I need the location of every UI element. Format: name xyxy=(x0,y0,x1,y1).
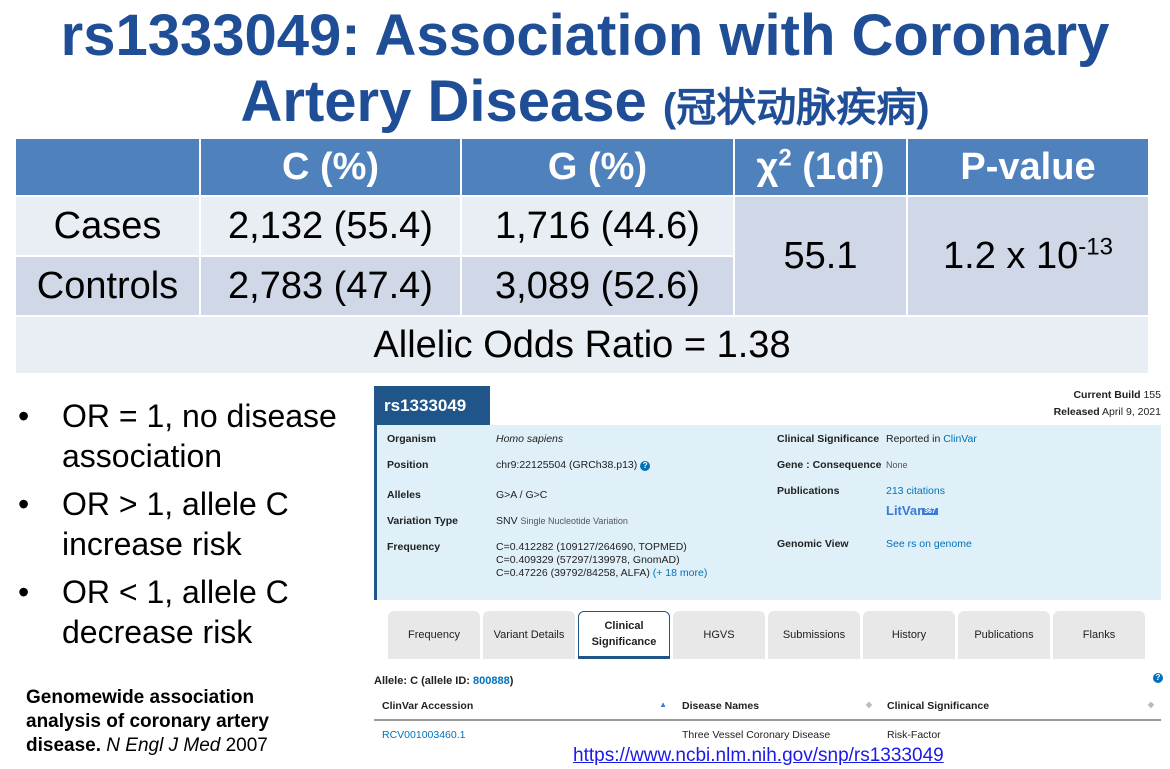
build-info: Current Build 155 Released April 9, 2021 xyxy=(1053,389,1161,418)
rsid-badge: rs1333049 xyxy=(374,386,490,425)
disease-name: Three Vessel Coronary Disease xyxy=(682,729,831,741)
bullet-dot-icon: • xyxy=(18,398,30,434)
bullet-dot-icon: • xyxy=(18,486,30,522)
tab-variant-details[interactable]: Variant Details xyxy=(483,611,575,659)
accession-link[interactable]: RCV001003460.1 xyxy=(382,729,466,741)
title-line-1: rs1333049: Association with Coronary xyxy=(60,3,1110,68)
cell-cases-g: 1,716 (44.6) xyxy=(460,195,735,257)
tab-frequency[interactable]: Frequency xyxy=(388,611,480,659)
frequency-values: C=0.412282 (109127/264690, TOPMED) C=0.4… xyxy=(496,541,708,579)
genome-view-link[interactable]: See rs on genome xyxy=(886,538,972,550)
litvar-logo[interactable]: LitVar 367 xyxy=(886,503,938,518)
header-empty xyxy=(14,137,201,197)
allele-heading: Allele: C (allele ID: 800888) xyxy=(374,675,514,687)
frequency-label: Frequency xyxy=(387,541,441,553)
summary-panel: Organism Homo sapiens Position chr9:2212… xyxy=(374,425,1161,600)
bullet-list: • OR = 1, no disease association • OR > 1,… xyxy=(18,396,358,660)
help-icon[interactable]: ? xyxy=(640,461,651,471)
citations-link[interactable]: 213 citations xyxy=(886,485,945,497)
reference-citation: Genomewide association analysis of coron… xyxy=(26,686,326,758)
significance-value: Risk-Factor xyxy=(887,729,941,741)
tab-clinical-significance[interactable]: Clinical Significance xyxy=(578,611,670,659)
cell-pvalue: 1.2 x 10-13 xyxy=(906,195,1150,317)
clinical-significance-value: Reported in ClinVar xyxy=(886,433,977,445)
row-label-cases: Cases xyxy=(14,195,201,257)
title-line-2-cn: (冠状动脉疾病) xyxy=(662,86,930,130)
reference-year: 2007 xyxy=(225,735,268,756)
cell-chi2: 55.1 xyxy=(733,195,908,317)
reference-title: Genomewide association analysis of coron… xyxy=(26,687,269,756)
reference-journal: N Engl J Med xyxy=(106,735,221,756)
cell-controls-c: 2,783 (47.4) xyxy=(199,255,462,317)
header-g: G (%) xyxy=(460,137,735,197)
cell-cases-c: 2,132 (55.4) xyxy=(199,195,462,257)
help-icon[interactable]: ? xyxy=(1153,673,1163,683)
bullet-dot-icon: • xyxy=(18,574,30,610)
tab-submissions[interactable]: Submissions xyxy=(768,611,860,659)
odds-ratio: Allelic Odds Ratio = 1.38 xyxy=(14,315,1150,375)
allele-id-link[interactable]: 800888 xyxy=(473,675,510,687)
variation-type-label: Variation Type xyxy=(387,515,458,527)
ncbi-snp-screenshot: rs1333049 Current Build 155 Released Apr… xyxy=(370,383,1165,743)
position-label: Position xyxy=(387,459,429,471)
association-table: C (%) G (%) χ2 (1df) P-value Cases 2,132… xyxy=(14,137,1150,375)
title-line-2: Artery Disease (冠状动脉疾病) xyxy=(0,66,1170,144)
alleles-label: Alleles xyxy=(387,489,421,501)
header-chi2: χ2 (1df) xyxy=(733,137,908,197)
row-label-controls: Controls xyxy=(14,255,201,317)
bullet-item: • OR = 1, no disease association xyxy=(18,398,337,474)
table-row: RCV001003460.1 Three Vessel Coronary Dis… xyxy=(374,720,1161,749)
clinvar-table: ClinVar Accession ▲ Disease Names ◆ Clinic… xyxy=(374,693,1161,749)
column-header-significance[interactable]: Clinical Significance ◆ xyxy=(879,693,1161,721)
sort-icon[interactable]: ◆ xyxy=(865,700,872,709)
bullet-item: • OR > 1, allele C increase risk xyxy=(18,486,289,562)
title-line-2-en: Artery Disease xyxy=(240,69,647,134)
cell-controls-g: 3,089 (52.6) xyxy=(460,255,735,317)
organism-label: Organism xyxy=(387,433,437,445)
sort-icon[interactable]: ◆ xyxy=(1147,700,1154,709)
publications-label: Publications xyxy=(777,485,840,497)
tab-history[interactable]: History xyxy=(863,611,955,659)
clinvar-link[interactable]: ClinVar xyxy=(943,433,977,445)
header-pvalue: P-value xyxy=(906,137,1150,197)
tab-flanks[interactable]: Flanks xyxy=(1053,611,1145,659)
gene-consequence-label: Gene : Consequence xyxy=(777,459,882,471)
tab-bar: Frequency Variant Details Clinical Signi… xyxy=(388,611,1148,659)
variation-type-value: SNV Single Nucleotide Variation xyxy=(496,515,628,527)
position-value: chr9:22125504 (GRCh38.p13) ? xyxy=(496,459,651,472)
gene-consequence-value: None xyxy=(886,460,908,470)
organism-value: Homo sapiens xyxy=(496,433,564,445)
bullet-item: • OR < 1, allele C decrease risk xyxy=(18,574,289,650)
column-header-disease[interactable]: Disease Names ◆ xyxy=(674,693,879,721)
tab-publications[interactable]: Publications xyxy=(958,611,1050,659)
clinical-significance-label: Clinical Significance xyxy=(777,433,880,445)
header-c: C (%) xyxy=(199,137,462,197)
column-header-accession[interactable]: ClinVar Accession ▲ xyxy=(374,693,674,721)
sort-asc-icon[interactable]: ▲ xyxy=(659,700,667,709)
alleles-value: G>A / G>C xyxy=(496,489,548,501)
source-url-link[interactable]: https://www.ncbi.nlm.nih.gov/snp/rs13330… xyxy=(573,745,944,766)
slide-title: rs1333049: Association with Coronary Art… xyxy=(0,0,1170,144)
genomic-view-label: Genomic View xyxy=(777,538,849,550)
tab-hgvs[interactable]: HGVS xyxy=(673,611,765,659)
more-frequencies-link[interactable]: (+ 18 more) xyxy=(652,567,708,579)
